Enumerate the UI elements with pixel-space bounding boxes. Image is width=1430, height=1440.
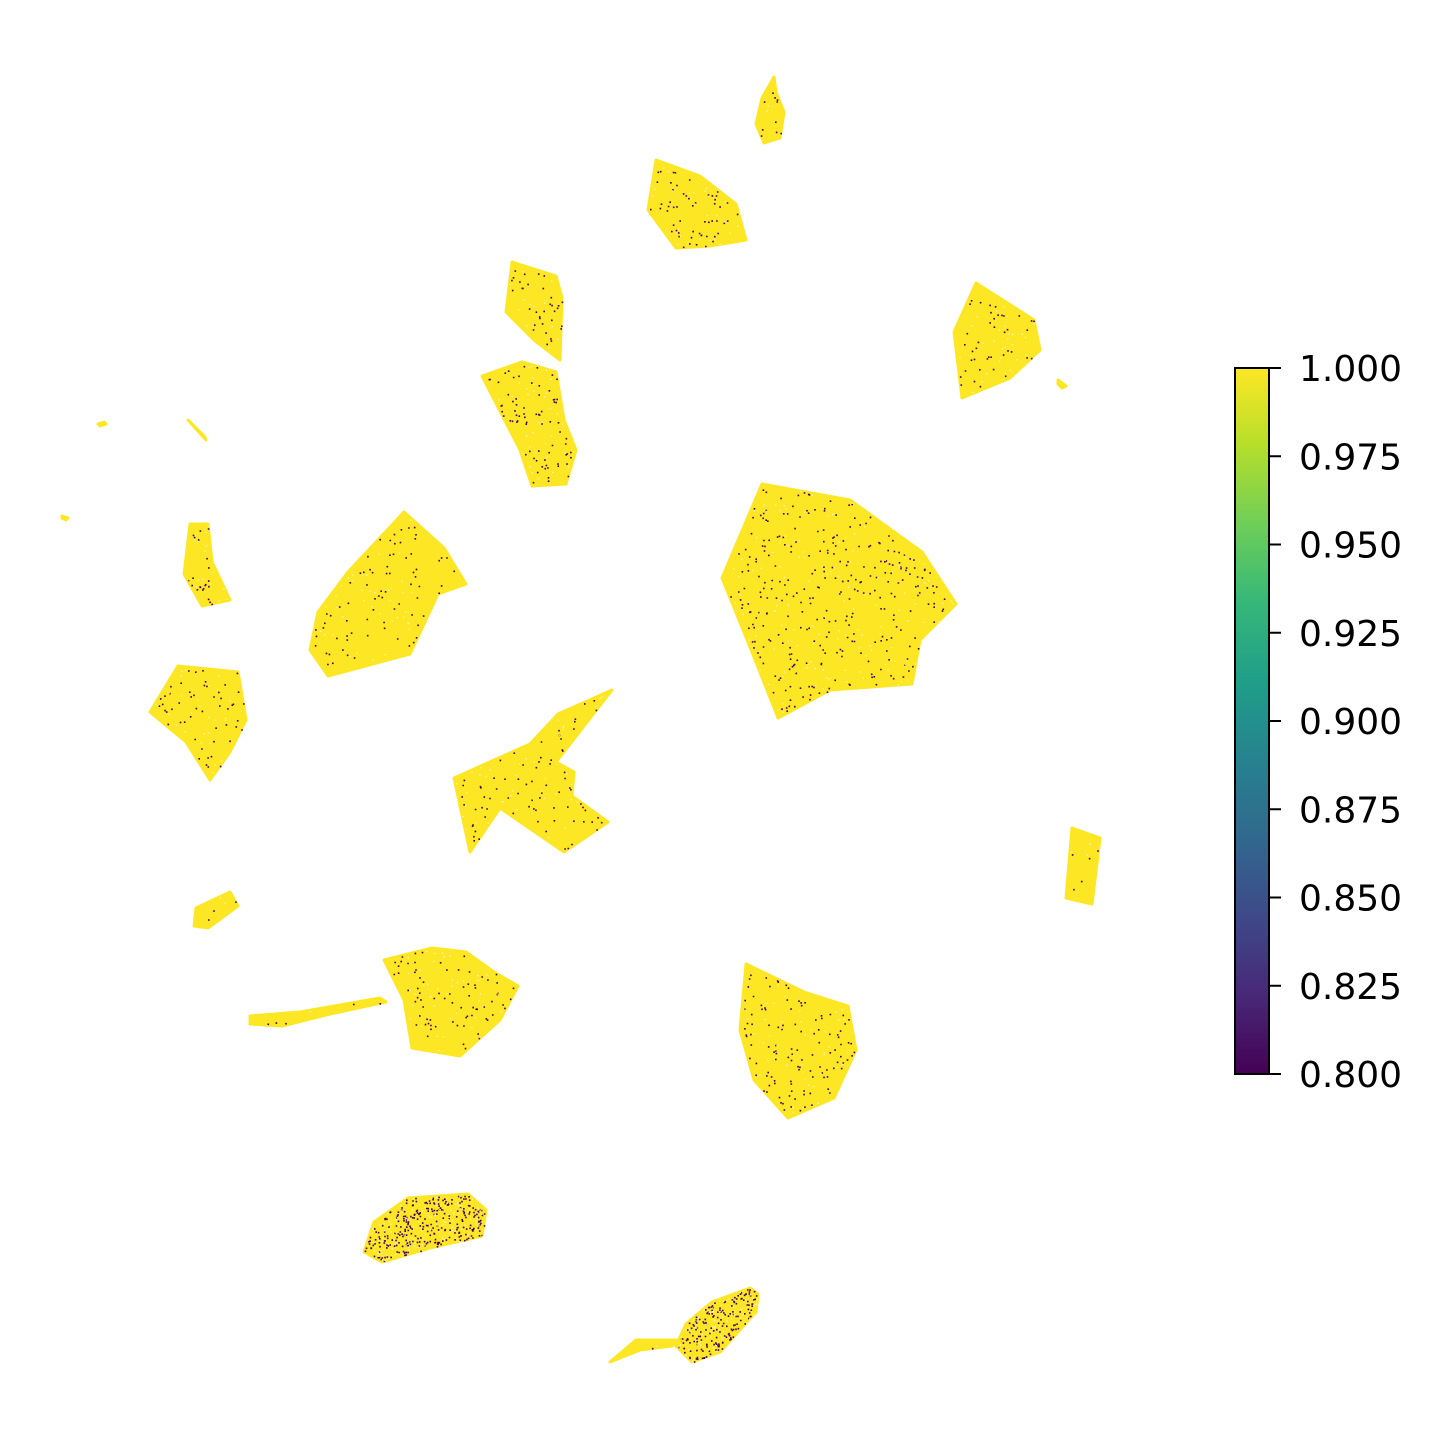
cluster-c4 bbox=[480, 360, 578, 488]
cluster-points bbox=[248, 996, 388, 1028]
cluster-points bbox=[96, 420, 108, 428]
cluster-points bbox=[952, 281, 1042, 400]
colorbar-tick-label: 0.825 bbox=[1299, 967, 1402, 1008]
low-value-points bbox=[743, 974, 856, 1112]
colorbar-tick-label: 0.875 bbox=[1299, 790, 1402, 831]
low-value-points bbox=[650, 170, 739, 249]
low-value-points bbox=[158, 670, 245, 768]
cluster-points bbox=[720, 482, 958, 720]
cluster-points bbox=[192, 890, 240, 930]
colorbar-tick-label: 0.900 bbox=[1299, 702, 1402, 743]
colorbar-tick-label: 0.975 bbox=[1299, 437, 1402, 478]
colorbar-tick-label: 1.000 bbox=[1299, 349, 1402, 390]
low-value-points bbox=[651, 1347, 654, 1350]
sparse-gaps bbox=[655, 1345, 657, 1347]
sparse-gaps bbox=[677, 1291, 758, 1362]
cluster-c22 bbox=[1056, 378, 1068, 390]
sparse-gaps bbox=[309, 1011, 311, 1013]
low-value-points bbox=[208, 901, 237, 921]
cluster-points bbox=[308, 510, 468, 678]
cluster-points bbox=[1064, 826, 1102, 906]
colorbar-ticks: 0.800 0.825 0.850 0.875 0.900 0.925 0.950 0.975… bbox=[1269, 349, 1402, 1096]
cluster-points bbox=[452, 688, 614, 854]
cluster-c21 bbox=[60, 514, 70, 522]
cluster-c3 bbox=[504, 260, 564, 362]
cluster-c16 bbox=[362, 1192, 488, 1264]
cluster-points bbox=[480, 360, 578, 488]
cluster-c9 bbox=[148, 664, 248, 782]
sparse-gaps bbox=[766, 105, 769, 112]
cluster-c19 bbox=[186, 418, 208, 442]
cluster-c8 bbox=[182, 522, 232, 608]
cluster-points bbox=[382, 946, 520, 1058]
cluster-c17 bbox=[674, 1286, 760, 1364]
sparse-gaps bbox=[407, 951, 503, 1051]
low-value-points bbox=[364, 1195, 486, 1263]
cluster-points bbox=[362, 1192, 488, 1264]
cluster-c10 bbox=[452, 688, 614, 854]
cluster-points bbox=[1056, 378, 1068, 390]
cluster-c7 bbox=[308, 510, 468, 678]
cluster-points bbox=[738, 962, 858, 1120]
cluster-points bbox=[504, 260, 564, 362]
cluster-c5 bbox=[952, 281, 1042, 400]
cluster-points bbox=[60, 514, 70, 522]
cluster-points bbox=[182, 522, 232, 608]
sparse-gaps bbox=[219, 897, 226, 904]
cluster-c11 bbox=[1064, 826, 1102, 906]
cluster-c1 bbox=[754, 75, 786, 145]
cluster-points bbox=[186, 418, 208, 442]
embedding-clusters bbox=[60, 75, 1102, 1364]
colorbar-tick-label: 0.800 bbox=[1299, 1055, 1402, 1096]
cluster-c6 bbox=[720, 482, 958, 720]
cluster-c14 bbox=[248, 996, 388, 1028]
cluster-c2 bbox=[646, 158, 748, 250]
low-value-points bbox=[730, 489, 946, 712]
cluster-points bbox=[754, 75, 786, 145]
colorbar-tick-label: 0.850 bbox=[1299, 879, 1402, 920]
cluster-c15 bbox=[738, 962, 858, 1120]
cluster-c18 bbox=[608, 1338, 682, 1364]
cluster-c20 bbox=[96, 420, 108, 428]
cluster-points bbox=[646, 158, 748, 250]
cluster-points bbox=[608, 1338, 682, 1364]
colorbar-tick-label: 0.950 bbox=[1299, 526, 1402, 567]
cluster-c12 bbox=[192, 890, 240, 930]
colorbar-bar bbox=[1234, 367, 1270, 1075]
cluster-points bbox=[148, 664, 248, 782]
colorbar-tick-label: 0.925 bbox=[1299, 614, 1402, 655]
cluster-c13 bbox=[382, 946, 520, 1058]
colorbar: 0.800 0.825 0.850 0.875 0.900 0.925 0.950 0.975… bbox=[1234, 349, 1402, 1096]
